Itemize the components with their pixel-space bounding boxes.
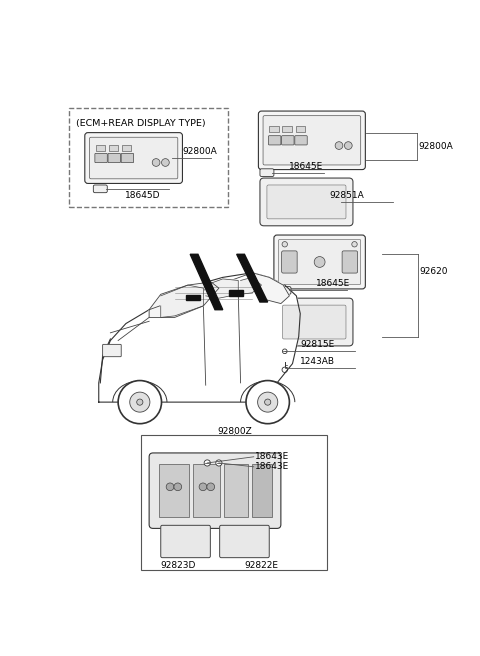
FancyBboxPatch shape (260, 169, 274, 176)
Text: (ECM+REAR DISPLAY TYPE): (ECM+REAR DISPLAY TYPE) (75, 119, 205, 128)
Bar (142, 435, 327, 570)
Bar (69, 108, 228, 207)
FancyBboxPatch shape (282, 305, 346, 339)
FancyBboxPatch shape (278, 239, 360, 284)
Text: 92823D: 92823D (161, 561, 196, 570)
Polygon shape (206, 279, 238, 298)
FancyBboxPatch shape (108, 154, 120, 163)
Circle shape (264, 399, 271, 405)
Text: 92815E: 92815E (300, 340, 335, 349)
FancyBboxPatch shape (268, 136, 281, 145)
Polygon shape (237, 255, 268, 302)
Circle shape (314, 256, 325, 268)
FancyBboxPatch shape (89, 137, 178, 179)
Bar (224, 464, 248, 517)
FancyBboxPatch shape (263, 115, 360, 165)
Circle shape (282, 367, 288, 373)
Text: 18645D: 18645D (125, 192, 161, 200)
Text: 92800Z: 92800Z (217, 427, 252, 436)
Polygon shape (240, 277, 262, 295)
Text: 1243AB: 1243AB (300, 357, 335, 366)
Circle shape (345, 142, 352, 150)
FancyBboxPatch shape (267, 185, 346, 219)
FancyBboxPatch shape (258, 111, 365, 170)
Text: 18643E: 18643E (255, 452, 289, 461)
Text: 92800A: 92800A (182, 148, 217, 156)
Circle shape (204, 460, 210, 466)
Bar (186, 295, 200, 300)
Bar (282, 127, 292, 133)
Text: 18643E: 18643E (255, 462, 289, 471)
FancyBboxPatch shape (149, 453, 281, 528)
Circle shape (166, 483, 174, 491)
FancyBboxPatch shape (161, 525, 210, 558)
Circle shape (246, 380, 289, 424)
Bar (96, 145, 105, 152)
Text: 18645E: 18645E (316, 279, 350, 288)
FancyBboxPatch shape (95, 154, 107, 163)
Bar (252, 464, 272, 517)
FancyBboxPatch shape (260, 178, 353, 226)
Circle shape (130, 392, 150, 412)
FancyBboxPatch shape (121, 154, 133, 163)
Text: 18645E: 18645E (288, 162, 323, 171)
Circle shape (162, 159, 169, 167)
Polygon shape (190, 255, 223, 310)
Text: 92822E: 92822E (244, 561, 278, 570)
Polygon shape (161, 285, 204, 318)
FancyBboxPatch shape (342, 251, 358, 273)
Circle shape (335, 142, 343, 150)
Circle shape (118, 380, 162, 424)
Bar (159, 464, 189, 517)
FancyBboxPatch shape (93, 185, 107, 193)
Bar (109, 145, 118, 152)
FancyBboxPatch shape (282, 136, 294, 145)
Bar (296, 127, 305, 133)
Bar (229, 291, 243, 296)
Circle shape (282, 349, 287, 354)
FancyBboxPatch shape (282, 251, 297, 273)
Circle shape (282, 241, 288, 247)
Polygon shape (149, 282, 219, 318)
Circle shape (199, 483, 207, 491)
FancyBboxPatch shape (295, 136, 307, 145)
Text: 92800A: 92800A (418, 142, 453, 151)
Circle shape (207, 483, 215, 491)
Circle shape (258, 392, 278, 412)
Polygon shape (252, 273, 289, 304)
Bar (269, 127, 278, 133)
Circle shape (137, 399, 143, 405)
Circle shape (352, 241, 357, 247)
FancyBboxPatch shape (103, 344, 121, 357)
FancyBboxPatch shape (274, 235, 365, 289)
Bar (193, 464, 220, 517)
Bar (122, 145, 132, 152)
Circle shape (152, 159, 160, 167)
FancyBboxPatch shape (220, 525, 269, 558)
Text: 92851A: 92851A (330, 192, 364, 200)
Circle shape (174, 483, 181, 491)
FancyBboxPatch shape (277, 287, 291, 295)
FancyBboxPatch shape (276, 298, 353, 346)
Polygon shape (99, 273, 300, 402)
Text: 92620: 92620 (420, 267, 448, 276)
Circle shape (216, 460, 222, 466)
FancyBboxPatch shape (85, 133, 182, 184)
